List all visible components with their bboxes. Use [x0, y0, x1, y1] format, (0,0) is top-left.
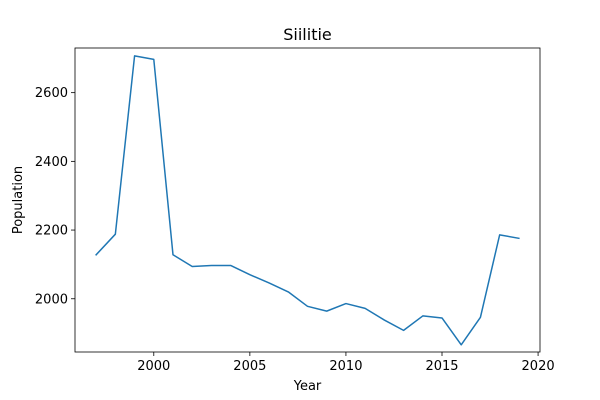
y-tick-label: 2400 — [35, 155, 68, 170]
y-tick-label: 2000 — [35, 292, 68, 307]
data-point-2014 — [422, 315, 423, 316]
ticks: 2000 2005 2010 2015 2020 2000 2200 2400 2600 — [35, 86, 555, 374]
x-tick-label: 2020 — [522, 359, 555, 374]
data-point-2003 — [211, 265, 212, 266]
y-tick-label: 2200 — [35, 224, 68, 239]
data-point-2002 — [192, 266, 193, 267]
data-point-2001 — [173, 254, 174, 255]
x-tick-label: 2005 — [233, 359, 266, 374]
x-axis-label: Year — [293, 379, 322, 394]
data-point-1999 — [134, 55, 135, 56]
data-point-2013 — [403, 330, 404, 331]
data-point-2018 — [499, 234, 500, 235]
data-point-2011 — [365, 308, 366, 309]
data-point-2005 — [249, 274, 250, 275]
data-point-2010 — [345, 303, 346, 304]
plot-area — [75, 48, 540, 352]
x-tick-label: 2000 — [137, 359, 170, 374]
data-point-1997 — [96, 254, 97, 255]
plot-frame — [74, 47, 541, 353]
chart-title: Siilitie — [283, 25, 332, 44]
y-tick-label: 2600 — [35, 86, 68, 101]
data-point-2016 — [461, 344, 462, 345]
data-point-2007 — [288, 291, 289, 292]
x-tick-label: 2010 — [329, 359, 362, 374]
data-point-2006 — [269, 282, 270, 283]
data-point-2017 — [480, 317, 481, 318]
data-point-2015 — [442, 317, 443, 318]
data-point-2012 — [384, 320, 385, 321]
data-point-2009 — [326, 311, 327, 312]
x-tick-label: 2015 — [425, 359, 458, 374]
data-point-1998 — [115, 234, 116, 235]
data-point-2019 — [518, 238, 519, 239]
data-point-2000 — [153, 59, 154, 60]
series-line-population — [95, 55, 520, 346]
y-axis-label: Population — [11, 166, 26, 234]
data-point-2004 — [230, 265, 231, 266]
data-point-2008 — [307, 306, 308, 307]
